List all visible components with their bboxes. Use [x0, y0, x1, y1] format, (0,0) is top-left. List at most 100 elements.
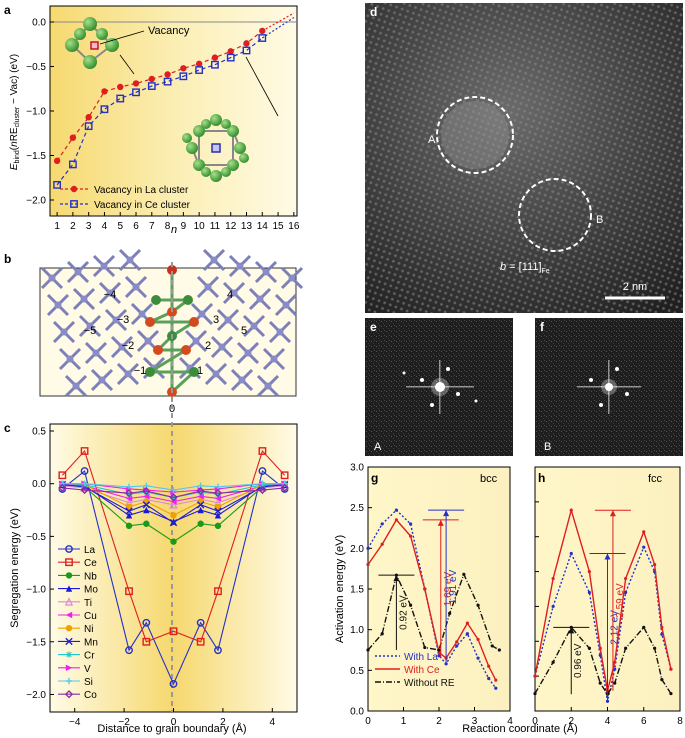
- data-point: [117, 83, 124, 91]
- fe-atom: [212, 370, 220, 378]
- fe-atom: [230, 289, 238, 297]
- fe-atom: [244, 349, 252, 357]
- series-line-Ti: [62, 485, 285, 506]
- data-point: [58, 483, 67, 493]
- panel-f-region: B: [544, 441, 551, 453]
- panel-a-binding-energy: a 1 2 3 4 5 6 7 8 9 10 11 12 13 14 15 160.0−0.5−1.0−1.5…: [4, 3, 300, 236]
- data-point: [197, 506, 204, 514]
- data-point: [142, 501, 151, 509]
- fe-atom: [270, 355, 278, 363]
- data-point: [642, 545, 646, 549]
- fe-atom: [100, 262, 108, 270]
- x-tick-label: 4: [270, 717, 276, 728]
- data-point: [409, 522, 413, 526]
- fe-atom: [236, 262, 244, 270]
- legend-label: Ce: [84, 558, 97, 569]
- legend-label: Cr: [84, 651, 95, 662]
- legend-label: Co: [84, 690, 97, 701]
- x-tick-label: 16: [288, 221, 300, 232]
- legend-label: Mo: [84, 585, 98, 596]
- x-tick-label: 3: [472, 716, 478, 727]
- data-point: [455, 644, 459, 648]
- barrier-label: 2.59 eV: [615, 583, 626, 618]
- haadf-lattice-texture: [365, 3, 683, 313]
- data-point: [59, 480, 66, 487]
- gb-bond: [149, 348, 187, 374]
- fe-atom: [264, 382, 272, 390]
- data-point: [214, 495, 222, 502]
- series-line-1: [534, 507, 672, 691]
- site-label: −1: [134, 365, 147, 377]
- x-tick-label: 6: [133, 221, 139, 232]
- fe-atom: [144, 337, 152, 345]
- fft-a-spots: [402, 360, 478, 414]
- x-tick-label: 4: [102, 221, 108, 232]
- region-b-circle: [518, 178, 592, 252]
- x-tick-label: 5: [117, 221, 123, 232]
- data-point: [170, 486, 177, 494]
- panel-c-ticks: −4 −2 0 2 4 0.5 0.0 −0.5 −1.0 −1.5 −2.0: [26, 427, 275, 729]
- legend-label: La: [84, 545, 96, 556]
- fe-atom: [238, 376, 246, 384]
- data-point: [394, 508, 398, 512]
- fe-atom: [98, 376, 106, 384]
- fe-atom: [48, 274, 56, 282]
- gb-atom: [167, 265, 177, 275]
- fe-atom: [60, 328, 68, 336]
- data-point: [142, 486, 151, 496]
- site-label: −2: [122, 340, 135, 352]
- vacancy-pointer: [99, 30, 145, 45]
- x-tick-label: 8: [677, 716, 683, 727]
- y-tick-label: 1.0: [350, 625, 364, 636]
- data-point: [53, 180, 62, 189]
- data-point: [533, 691, 537, 696]
- panel-h-phase: fcc: [648, 473, 663, 485]
- gb-atom: [145, 317, 155, 327]
- x-tick-label: 2: [70, 221, 76, 232]
- data-point: [197, 493, 204, 500]
- panel-g-series: 0.92 eV 1.69 eV1.91 eV: [366, 508, 501, 690]
- x-tick-label: 0: [171, 717, 177, 728]
- panel-f-label: f: [540, 320, 545, 334]
- series-line-0: [534, 545, 672, 702]
- data-point: [259, 27, 266, 35]
- data-point: [179, 72, 188, 81]
- fe-atom: [124, 370, 132, 378]
- x-tick-label: 2: [220, 717, 226, 728]
- data-point: [624, 576, 628, 581]
- y-tick-label: −1.5: [26, 151, 46, 162]
- legend-marker: [65, 545, 73, 553]
- gb-atom: [181, 345, 191, 355]
- small-cluster-illustration: [65, 17, 119, 69]
- legend-marker: [65, 611, 73, 619]
- barrier-arrowhead: [437, 519, 444, 526]
- y-tick-label: −1.0: [26, 585, 46, 596]
- legend-marker: [65, 558, 73, 567]
- site-label: 3: [213, 314, 219, 326]
- data-point: [196, 618, 205, 627]
- data-point: [455, 640, 459, 644]
- fe-atom: [66, 355, 74, 363]
- data-point: [170, 518, 177, 525]
- panel-a-ticks: 1 2 3 4 5 6 7 8 9 10 11 12 13 14 15 160.0−0.5−1.0−1.5−2…: [26, 18, 300, 233]
- data-point: [147, 82, 156, 90]
- barrier-label: 0.92 eV: [398, 595, 409, 630]
- legend-marker: [65, 572, 73, 579]
- x-tick-label: 2: [568, 716, 574, 727]
- burgers-vector-label: b = [111]Fe: [500, 261, 550, 275]
- panel-c-legend: La Ce Nb Mo Ti Cu Ni Mn Cr V Si Co: [58, 545, 98, 701]
- data-point: [642, 530, 646, 534]
- panel-e-region: A: [374, 441, 382, 453]
- data-point: [380, 542, 384, 546]
- barrier-label: 1.69 eV: [443, 571, 454, 606]
- vacancy-marker-large: [211, 143, 221, 153]
- data-point: [280, 483, 289, 493]
- data-point: [624, 646, 628, 650]
- data-point: [214, 503, 222, 511]
- scale-bar-label: 2 nm: [623, 281, 647, 293]
- fe-atom: [80, 295, 88, 303]
- data-point: [380, 632, 384, 636]
- data-point: [164, 71, 171, 78]
- legend-marker: [65, 677, 73, 685]
- x-tick-label: 1: [54, 221, 60, 232]
